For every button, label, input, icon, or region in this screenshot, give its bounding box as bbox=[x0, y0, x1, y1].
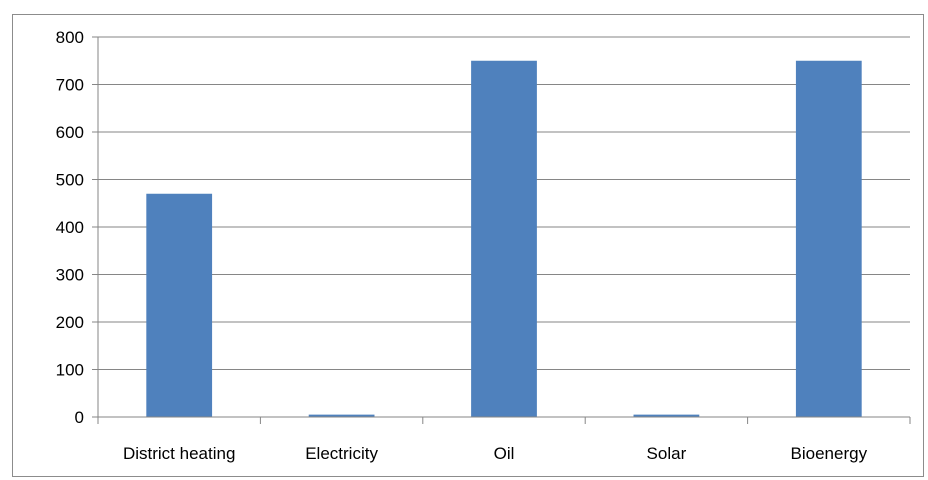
x-tick-labels: District heating Electricity Oil Solar Bioen… bbox=[123, 444, 868, 463]
bar-district-heating bbox=[146, 193, 213, 417]
y-tick-label: 300 bbox=[56, 266, 84, 285]
x-tick-label: Bioenergy bbox=[791, 444, 868, 463]
y-tick-label: 700 bbox=[56, 76, 84, 95]
y-tick-label: 400 bbox=[56, 218, 84, 237]
y-tick-label: 600 bbox=[56, 123, 84, 142]
y-tick-label: 0 bbox=[75, 408, 84, 427]
x-tick-label: Electricity bbox=[305, 444, 378, 463]
y-tick-label: 500 bbox=[56, 171, 84, 190]
bar-bioenergy bbox=[795, 60, 862, 417]
bar-oil bbox=[471, 60, 537, 417]
x-tick-label: District heating bbox=[123, 444, 235, 463]
y-tick-labels: 0 100 200 300 400 500 600 700 800 bbox=[56, 28, 84, 427]
x-tick-label: Solar bbox=[647, 444, 687, 463]
y-tick-label: 100 bbox=[56, 361, 84, 380]
x-tick-label: Oil bbox=[494, 444, 515, 463]
bars bbox=[146, 60, 862, 417]
y-tick-label: 800 bbox=[56, 28, 84, 47]
bar-solar bbox=[633, 414, 700, 417]
axes bbox=[92, 36, 911, 424]
bar-electricity bbox=[308, 414, 375, 417]
y-tick-label: 200 bbox=[56, 313, 84, 332]
